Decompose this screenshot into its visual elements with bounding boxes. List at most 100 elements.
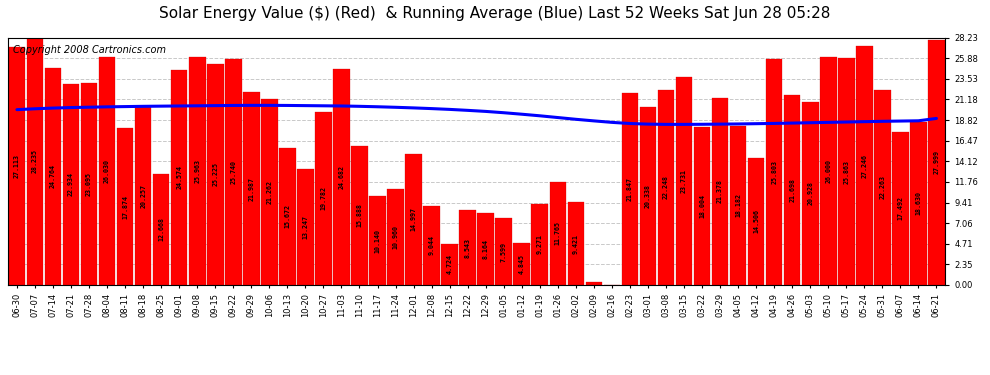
Bar xyxy=(459,210,476,285)
Bar xyxy=(369,196,386,285)
Text: 27.113: 27.113 xyxy=(14,154,20,178)
Bar xyxy=(207,64,224,285)
Text: 21.987: 21.987 xyxy=(248,177,254,201)
Bar xyxy=(27,38,44,285)
Text: 14.506: 14.506 xyxy=(753,209,759,233)
Bar xyxy=(730,126,746,285)
Text: 27.999: 27.999 xyxy=(934,150,940,174)
Text: 27.246: 27.246 xyxy=(861,154,867,178)
Text: 8.164: 8.164 xyxy=(483,239,489,259)
Text: 21.262: 21.262 xyxy=(266,180,272,204)
Bar xyxy=(820,57,837,285)
Bar xyxy=(442,244,458,285)
Bar xyxy=(297,169,314,285)
Text: 21.378: 21.378 xyxy=(717,179,723,203)
Text: 17.874: 17.874 xyxy=(122,195,128,219)
Text: 15.672: 15.672 xyxy=(284,204,290,228)
Text: 18.182: 18.182 xyxy=(736,193,742,217)
Text: 18.630: 18.630 xyxy=(916,191,922,215)
Bar xyxy=(171,69,187,285)
Bar xyxy=(135,107,151,285)
Text: 25.863: 25.863 xyxy=(843,160,849,184)
Text: 22.248: 22.248 xyxy=(663,176,669,200)
Bar xyxy=(243,92,259,285)
Text: 15.888: 15.888 xyxy=(356,203,362,227)
Bar xyxy=(152,174,169,285)
Bar xyxy=(802,102,819,285)
Bar xyxy=(477,213,494,285)
Bar xyxy=(892,132,909,285)
Text: 26.000: 26.000 xyxy=(826,159,832,183)
Bar xyxy=(45,68,61,285)
Text: 9.421: 9.421 xyxy=(573,234,579,254)
Bar xyxy=(694,127,711,285)
Bar xyxy=(874,90,891,285)
Text: 10.960: 10.960 xyxy=(393,225,399,249)
Text: 7.599: 7.599 xyxy=(501,242,507,262)
Bar xyxy=(766,59,782,285)
Bar xyxy=(334,69,349,285)
Text: 20.257: 20.257 xyxy=(141,184,147,208)
Text: 24.682: 24.682 xyxy=(339,165,345,189)
Text: 26.030: 26.030 xyxy=(104,159,110,183)
Text: 8.543: 8.543 xyxy=(464,237,470,258)
Bar xyxy=(315,112,332,285)
Bar xyxy=(622,93,639,285)
Bar xyxy=(9,47,25,285)
Bar xyxy=(910,122,927,285)
Text: 13.247: 13.247 xyxy=(302,215,309,239)
Bar xyxy=(585,282,602,285)
Text: 17.492: 17.492 xyxy=(897,196,904,220)
Text: Solar Energy Value ($) (Red)  & Running Average (Blue) Last 52 Weeks Sat Jun 28 : Solar Energy Value ($) (Red) & Running A… xyxy=(159,6,831,21)
Bar xyxy=(351,146,368,285)
Bar xyxy=(495,218,512,285)
Bar xyxy=(676,77,692,285)
Text: 10.140: 10.140 xyxy=(374,228,380,252)
Bar xyxy=(532,204,548,285)
Text: 24.764: 24.764 xyxy=(50,165,56,189)
Text: 4.724: 4.724 xyxy=(446,254,452,274)
Bar xyxy=(549,182,566,285)
Bar xyxy=(747,158,764,285)
Text: Copyright 2008 Cartronics.com: Copyright 2008 Cartronics.com xyxy=(13,45,165,55)
Bar xyxy=(784,95,801,285)
Text: 21.698: 21.698 xyxy=(789,178,795,202)
Text: 20.338: 20.338 xyxy=(644,184,651,208)
Bar xyxy=(567,202,584,285)
Text: 20.928: 20.928 xyxy=(807,181,813,205)
Text: 14.997: 14.997 xyxy=(411,207,417,231)
Bar xyxy=(189,57,206,285)
Bar xyxy=(838,58,854,285)
Text: 23.095: 23.095 xyxy=(86,172,92,196)
Bar xyxy=(99,57,116,285)
Text: 9.044: 9.044 xyxy=(429,236,435,255)
Text: 19.782: 19.782 xyxy=(321,186,327,210)
Bar xyxy=(657,90,674,285)
Bar xyxy=(640,107,656,285)
Text: 4.845: 4.845 xyxy=(519,254,525,274)
Text: 25.963: 25.963 xyxy=(194,159,200,183)
Text: 18.004: 18.004 xyxy=(699,194,705,218)
Bar xyxy=(424,206,440,285)
Text: 25.225: 25.225 xyxy=(212,162,218,186)
Bar xyxy=(405,153,422,285)
Text: 9.271: 9.271 xyxy=(537,234,543,254)
Text: 25.803: 25.803 xyxy=(771,160,777,184)
Text: 12.668: 12.668 xyxy=(158,217,164,242)
Bar xyxy=(62,84,79,285)
Bar xyxy=(712,98,729,285)
Bar xyxy=(279,148,296,285)
Text: 25.740: 25.740 xyxy=(231,160,237,184)
Text: 22.263: 22.263 xyxy=(879,176,885,200)
Bar xyxy=(261,99,277,285)
Bar xyxy=(117,128,134,285)
Text: 28.235: 28.235 xyxy=(32,149,38,173)
Bar xyxy=(514,243,530,285)
Bar xyxy=(81,82,97,285)
Bar xyxy=(929,39,944,285)
Text: 11.765: 11.765 xyxy=(554,221,560,245)
Bar xyxy=(387,189,404,285)
Bar xyxy=(856,46,872,285)
Text: 21.847: 21.847 xyxy=(627,177,633,201)
Text: 24.574: 24.574 xyxy=(176,165,182,189)
